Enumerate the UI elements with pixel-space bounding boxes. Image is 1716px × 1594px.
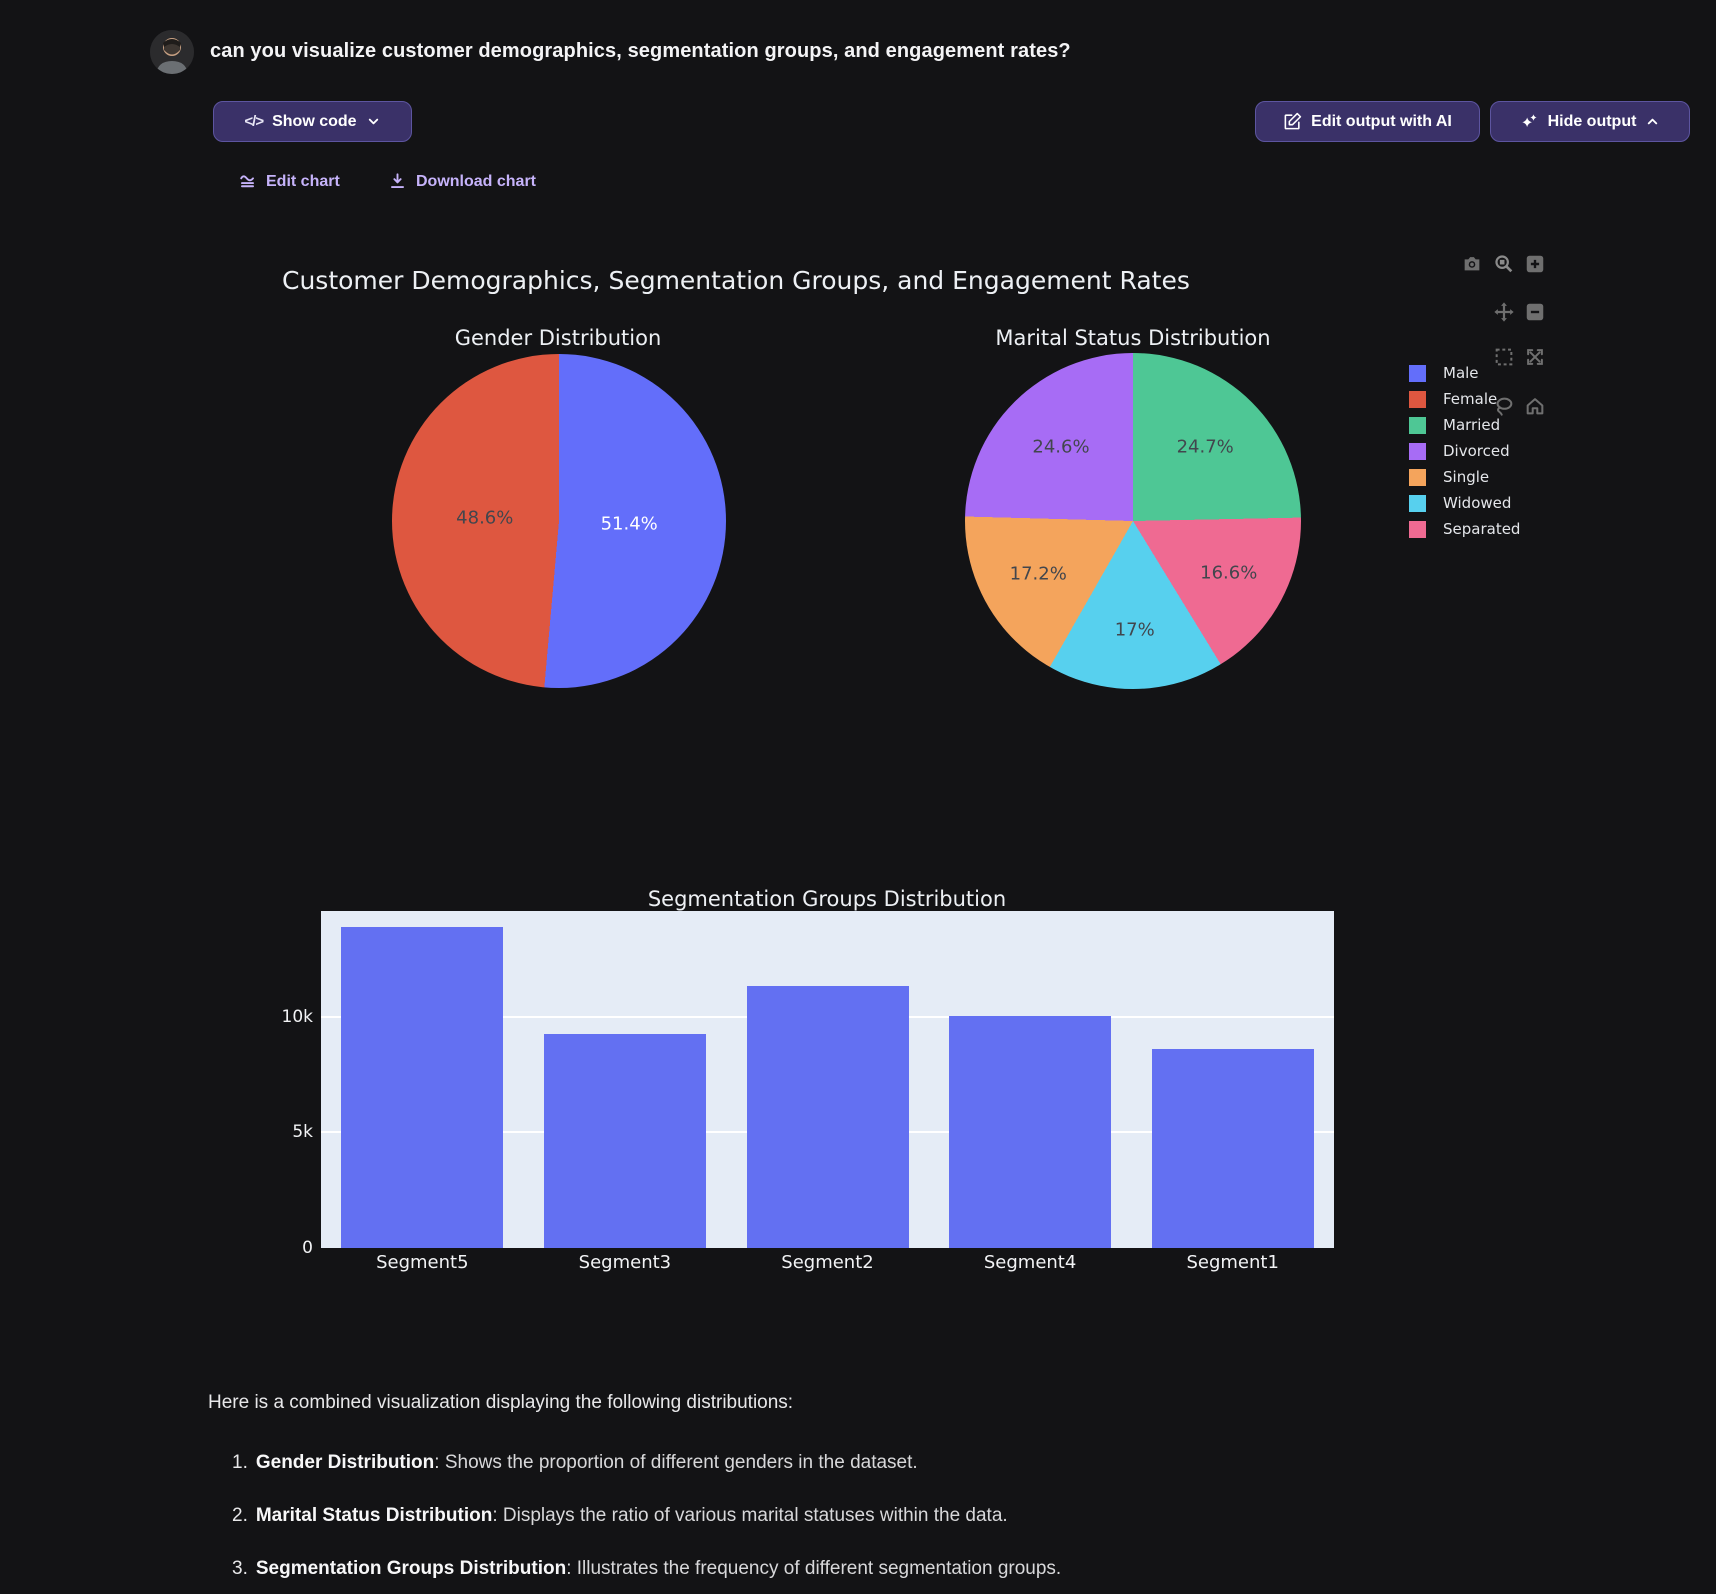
- legend-item[interactable]: Male: [1409, 364, 1520, 382]
- show-code-button[interactable]: </> Show code: [213, 101, 412, 142]
- bar-Segment2: [746, 985, 909, 1248]
- list-item-number: 3.: [232, 1558, 248, 1579]
- legend-swatch: [1409, 390, 1426, 408]
- list-item-number: 1.: [232, 1452, 248, 1473]
- legend-label: Separated: [1443, 520, 1521, 538]
- legend-item[interactable]: Separated: [1409, 520, 1520, 538]
- pie1-title: Gender Distribution: [454, 326, 662, 350]
- x-tick-label: Segment4: [983, 1252, 1077, 1273]
- gender-pie-chart: [392, 354, 726, 688]
- x-tick-label: Segment2: [781, 1252, 874, 1273]
- legend-swatch: [1409, 442, 1426, 460]
- pie-slice-label: 51.4%: [600, 513, 658, 535]
- y-tick-label: 0: [302, 1238, 313, 1258]
- hide-output-label: Hide output: [1547, 112, 1637, 130]
- download-chart-link[interactable]: Download chart: [388, 172, 536, 191]
- legend-item[interactable]: Widowed: [1409, 494, 1520, 512]
- bar-Segment3: [543, 1034, 706, 1248]
- x-tick-label: Segment3: [578, 1252, 672, 1273]
- bar-Segment5: [341, 926, 504, 1248]
- camera-icon[interactable]: [1461, 253, 1483, 275]
- hide-output-button[interactable]: Hide output: [1490, 101, 1690, 142]
- pie-slice-label: 16.6%: [1200, 562, 1258, 584]
- legend-item[interactable]: Married: [1409, 416, 1520, 434]
- list-item: 1. Gender Distribution: Shows the proport…: [232, 1452, 918, 1474]
- avatar-photo: [150, 30, 194, 74]
- pan-icon[interactable]: [1493, 301, 1515, 323]
- edit-pencil-icon: [1284, 112, 1302, 130]
- x-tick-label: Segment1: [1186, 1252, 1279, 1273]
- pie-slice-label: 24.6%: [1032, 436, 1090, 458]
- code-icon: </>: [244, 113, 264, 130]
- avatar: [150, 30, 194, 74]
- autoscale-icon[interactable]: [1524, 346, 1546, 368]
- chart-legend: Male Female Married Divorced Single Widowed Se…: [1409, 364, 1520, 546]
- list-item: 2. Marital Status Distribution: Displays …: [232, 1505, 1008, 1527]
- zoom-out-icon[interactable]: [1524, 301, 1546, 323]
- legend-label: Male: [1443, 364, 1479, 382]
- list-item-desc: : Shows the proportion of different gend…: [434, 1452, 918, 1473]
- download-chart-label: Download chart: [416, 172, 537, 190]
- legend-item[interactable]: Divorced: [1409, 442, 1520, 460]
- pie2-title: Marital Status Distribution: [995, 326, 1271, 350]
- pie-slice-label: 24.7%: [1176, 436, 1234, 458]
- chevron-down-icon: [368, 118, 378, 125]
- x-tick-label: Segment5: [376, 1252, 469, 1273]
- box-select-icon[interactable]: [1493, 346, 1515, 368]
- zoom-icon[interactable]: [1493, 253, 1515, 275]
- bar-chart-plot-area: [321, 911, 1334, 1248]
- legend-label: Single: [1443, 468, 1490, 486]
- legend-swatch: [1409, 416, 1426, 434]
- legend-item[interactable]: Single: [1409, 468, 1520, 486]
- marital-status-pie-chart: [965, 353, 1301, 689]
- chevron-up-icon: [1648, 118, 1658, 125]
- edit-chart-label: Edit chart: [266, 172, 340, 190]
- legend-label: Widowed: [1443, 494, 1512, 512]
- legend-label: Female: [1443, 390, 1498, 408]
- edit-output-label: Edit output with AI: [1311, 112, 1452, 130]
- legend-swatch: [1409, 364, 1426, 382]
- legend-swatch: [1409, 520, 1426, 538]
- legend-swatch: [1409, 494, 1426, 512]
- edit-chart-link[interactable]: Edit chart: [238, 172, 340, 191]
- y-tick-label: 5k: [292, 1122, 313, 1143]
- download-icon: [391, 173, 404, 188]
- bar-Segment4: [949, 1015, 1112, 1248]
- list-item-name: Marital Status Distribution: [255, 1505, 493, 1526]
- list-item-name: Gender Distribution: [255, 1452, 435, 1473]
- show-code-label: Show code: [272, 112, 357, 130]
- list-item-number: 2.: [232, 1505, 248, 1526]
- pie-slice-label: 17%: [1114, 619, 1155, 641]
- bar-Segment1: [1151, 1049, 1314, 1248]
- legend-label: Divorced: [1443, 442, 1510, 460]
- list-item-desc: : Displays the ratio of various marital …: [492, 1505, 1008, 1526]
- bar-chart-title: Segmentation Groups Distribution: [647, 887, 1007, 911]
- lasso-icon[interactable]: [1493, 395, 1515, 417]
- home-icon[interactable]: [1524, 395, 1546, 417]
- zoom-in-icon[interactable]: [1524, 253, 1546, 275]
- list-item-name: Segmentation Groups Distribution: [255, 1558, 567, 1579]
- list-item: 3. Segmentation Groups Distribution: Illu…: [232, 1558, 1061, 1580]
- figure-title: Customer Demographics, Segmentation Grou…: [282, 266, 1190, 295]
- list-item-desc: : Illustrates the frequency of different…: [566, 1558, 1062, 1579]
- edit-chart-icon: [240, 175, 254, 188]
- legend-swatch: [1409, 468, 1426, 486]
- sparkles-icon: [1521, 114, 1537, 128]
- user-message: can you visualize customer demographics,…: [210, 40, 1071, 62]
- pie-slice-label: 48.6%: [456, 507, 514, 529]
- legend-label: Married: [1443, 416, 1501, 434]
- y-tick-label: 10k: [281, 1006, 313, 1027]
- edit-output-with-ai-button[interactable]: Edit output with AI: [1255, 101, 1480, 142]
- legend-item[interactable]: Female: [1409, 390, 1520, 408]
- analysis-intro: Here is a combined visualization display…: [208, 1392, 794, 1413]
- pie-slice-label: 17.2%: [1009, 563, 1067, 585]
